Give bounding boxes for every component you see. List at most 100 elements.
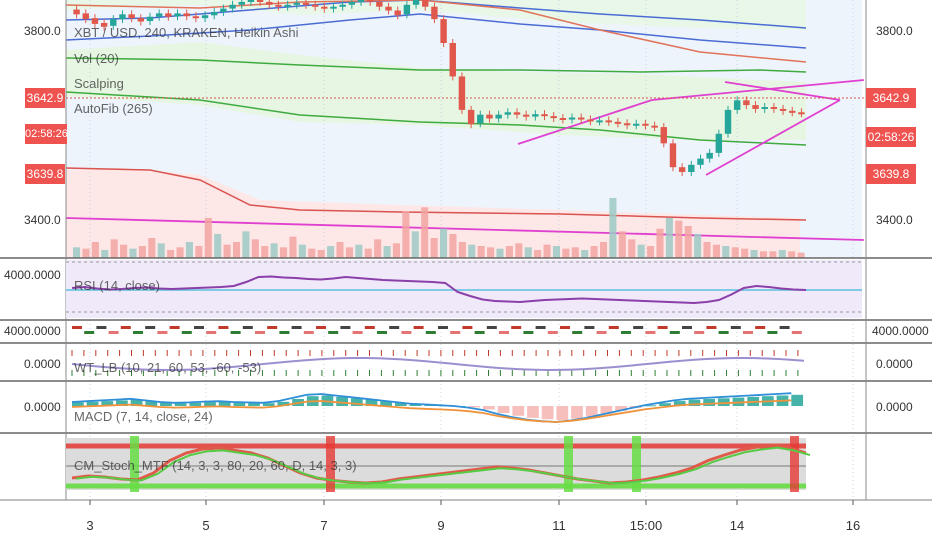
volume-bar: [769, 251, 777, 258]
x-axis-ticks: [89, 500, 854, 505]
symbol-legend[interactable]: XBT / USD, 240, KRAKEN, Heikin Ashi: [74, 25, 299, 40]
candle-body: [770, 107, 778, 110]
volume-bar: [458, 242, 466, 258]
volume-bar: [129, 248, 137, 258]
rsi-line: [71, 275, 807, 305]
volume-bar: [214, 234, 222, 258]
volume-bar: [402, 211, 410, 258]
right-wt-label: 0.0000: [876, 357, 913, 371]
legend-stoch[interactable]: CM_Stoch_MTF (14, 3, 3, 80, 20, 60, D, 1…: [74, 458, 357, 473]
candle-body: [201, 15, 209, 19]
candle-body: [302, 2, 310, 5]
volume-bar: [534, 250, 542, 258]
macd-bar: [350, 398, 363, 406]
legend-rsi[interactable]: RSI (14, close): [74, 278, 160, 293]
blue-band-line-2: [65, 13, 807, 49]
candle-body: [467, 109, 475, 125]
candle-body: [266, 1, 273, 5]
legend-wt[interactable]: WT_LB (10, 21, 60, 53, -60, -53): [74, 360, 262, 375]
volume-bar: [73, 247, 81, 258]
candle-body: [91, 18, 99, 24]
volume-bar: [788, 251, 796, 258]
macd-bar: [86, 401, 99, 406]
candle-body: [357, 0, 365, 2]
legend-scalping[interactable]: Scalping: [74, 76, 124, 91]
volume-bar: [364, 248, 372, 258]
volume-bar: [797, 252, 805, 258]
volume-bar: [138, 246, 146, 258]
macd-signal-line: [71, 399, 792, 423]
candle-body: [229, 4, 236, 9]
green-band-line: [65, 57, 807, 73]
candle-body: [449, 43, 456, 77]
rsi-pane-background: [66, 260, 862, 318]
volume-bar: [110, 239, 118, 258]
candle-body: [587, 119, 594, 122]
stoch-marker-red-1: [326, 436, 335, 492]
volume-bar: [392, 243, 401, 258]
trendline-wedge-top: [651, 79, 865, 101]
volume-bar: [731, 247, 739, 258]
legend-macd[interactable]: MACD (7, 14, close, 24): [74, 409, 213, 424]
x-tick-label: 9: [437, 518, 445, 533]
x-tick-label: 14: [729, 518, 745, 533]
volume-bar: [684, 226, 692, 258]
macd-bar: [365, 399, 378, 406]
legend-autofib[interactable]: AutoFib (265): [74, 101, 153, 116]
candle-body: [220, 8, 227, 12]
candle-body: [779, 108, 787, 111]
candle-body: [614, 121, 622, 124]
volume-bar: [82, 248, 90, 258]
strip-segment: [608, 326, 619, 329]
volume-bar: [176, 247, 184, 258]
legend-volume[interactable]: Vol (20): [74, 51, 119, 66]
macd-bar: [717, 398, 730, 406]
stoch-d-line: [75, 446, 811, 485]
scalping-band: [66, 42, 806, 140]
right-macd-label: 0.0000: [876, 400, 913, 414]
macd-bar: [130, 399, 143, 406]
candle-body: [366, 0, 374, 2]
volume-bar: [505, 246, 513, 258]
candle-body: [275, 4, 282, 7]
macd-bar: [189, 402, 202, 406]
wt-wave: [71, 357, 805, 371]
strip-segment: [120, 326, 131, 329]
strip-segment: [401, 331, 412, 334]
stoch-marker-green-2: [564, 436, 573, 492]
candle-body: [578, 117, 585, 120]
strip-segment: [279, 331, 290, 334]
candle-body: [183, 13, 190, 17]
strip-segment: [669, 331, 680, 334]
candle-body: [522, 114, 530, 117]
candle-body: [559, 118, 567, 121]
volume-bar: [185, 242, 193, 258]
candle-body: [385, 6, 392, 11]
strip-segment: [72, 326, 82, 329]
strip-segment: [596, 331, 607, 334]
candle-body: [504, 112, 512, 115]
volume-bar: [590, 246, 598, 258]
volume-bar: [270, 243, 278, 258]
volume-bar: [430, 238, 438, 258]
x-tick-label: 11: [552, 518, 566, 533]
volume-bar: [618, 231, 626, 258]
macd-bar: [204, 402, 216, 406]
strip-segment: [743, 331, 753, 334]
strip-segment: [779, 326, 790, 329]
strip-segment: [218, 326, 229, 329]
macd-bar: [585, 406, 598, 417]
candle-body: [678, 167, 686, 172]
macd-bar: [409, 403, 422, 406]
strip-segment: [572, 331, 583, 334]
strip-segment: [621, 331, 631, 334]
candle-body: [247, 0, 255, 2]
candle-body: [605, 120, 612, 123]
macd-bar: [556, 406, 569, 420]
strip-segment: [560, 326, 570, 329]
volume-bar: [759, 251, 768, 258]
volume-bar: [280, 247, 288, 258]
strip-segment: [84, 331, 95, 334]
stoch-marker-red-2: [790, 436, 799, 492]
strip-segment: [364, 326, 375, 329]
